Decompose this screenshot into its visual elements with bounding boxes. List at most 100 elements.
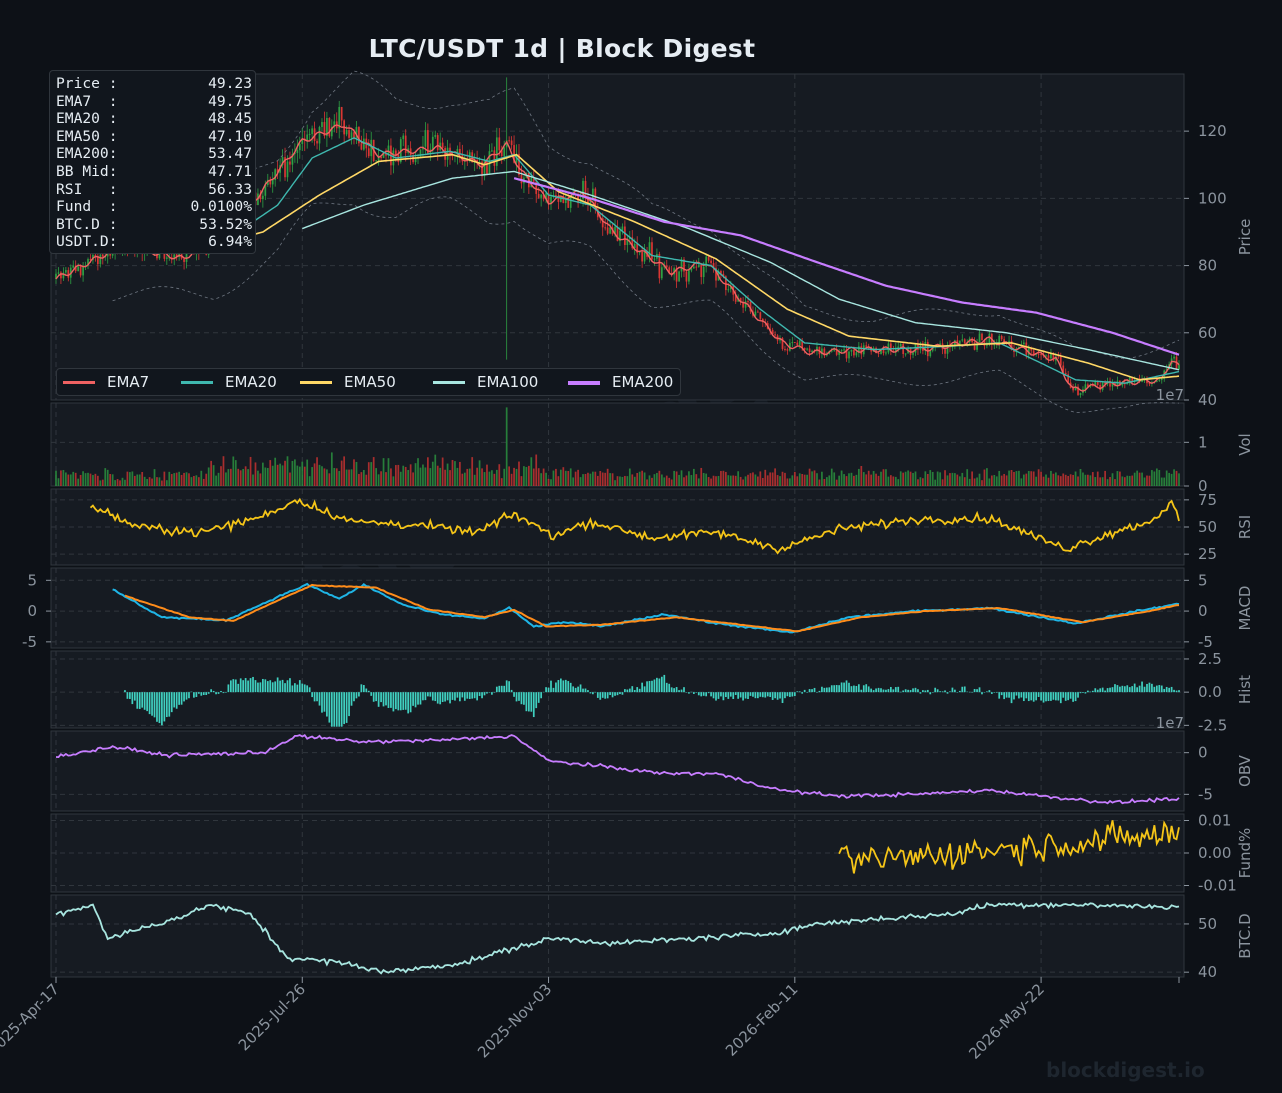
hist-bar — [981, 692, 983, 695]
hist-bar — [572, 686, 575, 693]
candle-body — [1178, 364, 1180, 370]
candle-body — [904, 353, 907, 355]
volume-bar — [62, 469, 65, 486]
hist-bar — [298, 680, 301, 693]
hist-bar — [498, 685, 501, 693]
hist-bar — [180, 692, 183, 705]
hist-bar — [1077, 692, 1079, 698]
candle-body — [165, 257, 168, 259]
candle-body — [1111, 383, 1114, 387]
volume-bar — [1082, 472, 1084, 486]
volume-bar — [589, 473, 592, 486]
volume-bar — [60, 470, 62, 486]
hist-bar — [853, 685, 855, 693]
volume-bar — [793, 471, 796, 486]
candle-body — [101, 254, 104, 257]
hist-bar — [919, 692, 922, 694]
hist-bar — [229, 680, 232, 693]
hist-bar — [899, 691, 902, 693]
candle-body — [894, 347, 897, 353]
hist-bar — [872, 690, 875, 693]
hist-bar — [330, 692, 333, 727]
candle-body — [939, 343, 941, 346]
candle-body — [754, 311, 757, 316]
hist-bar — [710, 692, 712, 697]
candle-body — [633, 243, 636, 249]
hist-bar — [365, 688, 368, 693]
hist-bar — [269, 680, 272, 693]
hist-bar — [643, 686, 646, 693]
info-row: Fund : 0.0100% — [56, 198, 252, 215]
hist-bar — [1020, 692, 1023, 698]
volume-bar — [954, 473, 956, 486]
hist-bar — [559, 678, 562, 693]
volume-bar — [1138, 472, 1141, 486]
volume-bar — [1055, 472, 1057, 486]
chart-title: LTC/USDT 1d | Block Digest — [368, 34, 756, 63]
candle-body — [262, 195, 264, 200]
volume-bar — [291, 460, 294, 486]
volume-bar — [92, 475, 94, 486]
hist-bar — [266, 681, 269, 693]
volume-bar — [1141, 472, 1143, 486]
volume-bar — [69, 474, 72, 486]
hist-bar — [870, 688, 873, 693]
candle-body — [801, 340, 804, 348]
candle-body — [510, 140, 513, 146]
hist-bar — [207, 692, 210, 694]
volume-bar — [882, 469, 885, 486]
volume-bar — [210, 460, 213, 486]
volume-bar — [835, 479, 838, 486]
volume-bar — [838, 475, 841, 486]
hist-bar — [451, 692, 454, 700]
legend-swatch — [300, 381, 332, 384]
hist-bar — [503, 685, 506, 693]
volume-bar — [1062, 473, 1065, 486]
volume-bar — [1114, 479, 1116, 486]
volume-bar — [651, 477, 653, 486]
hist-bar — [793, 692, 796, 697]
volume-bar — [628, 468, 631, 486]
volume-bar — [249, 456, 252, 486]
volume-bar — [193, 475, 195, 486]
hist-bar — [922, 690, 924, 693]
volume-bar — [1035, 476, 1038, 486]
volume-bar — [958, 476, 961, 486]
hist-bar — [688, 692, 690, 694]
hist-bar — [303, 684, 306, 693]
volume-bar — [1091, 472, 1094, 486]
candle-body — [823, 348, 826, 356]
hist-bar — [914, 687, 917, 693]
y-tick-label: 1 — [1198, 433, 1208, 451]
hist-bar — [1089, 691, 1092, 693]
volume-bar — [151, 478, 153, 486]
hist-bar — [587, 690, 589, 693]
volume-bar — [968, 478, 971, 486]
hist-bar — [555, 682, 557, 693]
candle-body — [419, 149, 422, 157]
volume-bar — [665, 475, 668, 486]
hist-bar — [375, 692, 378, 702]
hist-bar — [237, 683, 240, 693]
hist-bar — [596, 692, 599, 698]
volume-bar — [481, 468, 483, 486]
volume-bar — [658, 470, 661, 486]
hist-bar — [1057, 692, 1060, 701]
volume-bar — [535, 454, 538, 486]
volume-bar — [387, 458, 390, 486]
hist-bar — [449, 692, 451, 704]
candle-body — [626, 238, 629, 246]
volume-bar — [1119, 471, 1121, 486]
hist-bar — [599, 692, 602, 700]
hist-bar — [316, 692, 318, 702]
y-tick-label: -5 — [1198, 633, 1213, 651]
candle-body — [793, 342, 796, 344]
hist-bar — [882, 689, 885, 693]
candle-body — [845, 349, 848, 359]
volume-bar — [1069, 474, 1072, 486]
volume-bar — [1089, 475, 1092, 486]
candle-body — [848, 351, 850, 359]
volume-bar — [971, 471, 973, 486]
volume-bar — [1101, 477, 1104, 486]
obv-line — [55, 734, 1180, 805]
